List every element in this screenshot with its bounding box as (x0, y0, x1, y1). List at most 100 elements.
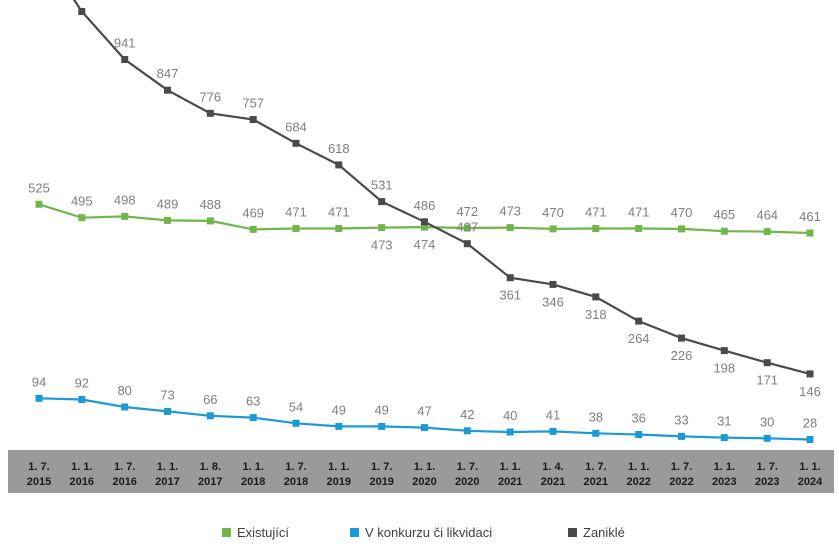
data-point (249, 414, 257, 422)
data-label: 346 (542, 294, 564, 309)
x-tick-label: 1. 7. (671, 461, 692, 473)
legend-label: Zaniklé (583, 525, 625, 540)
data-label: 49 (374, 402, 388, 417)
data-point (678, 225, 685, 233)
data-point (720, 227, 728, 235)
data-point (806, 229, 814, 237)
data-point (78, 214, 86, 222)
data-label: 471 (585, 205, 607, 220)
data-label: 471 (628, 205, 650, 220)
data-label: 146 (799, 384, 821, 399)
data-label: 757 (242, 96, 264, 111)
data-label: 38 (589, 409, 603, 424)
x-tick-label: 2020 (412, 476, 436, 488)
x-tick-label: 2015 (27, 476, 51, 488)
data-labels: 525 495 498 489 488 469 471 471 473 474 472 473 470 4… (28, 0, 821, 431)
data-point (292, 225, 300, 232)
data-point (806, 370, 814, 378)
x-tick-label: 1. 4. (542, 461, 563, 473)
x-tick-label: 2021 (584, 476, 608, 488)
data-point (549, 280, 557, 288)
x-tick-label: 1. 7. (285, 461, 306, 473)
data-label: 41 (546, 407, 560, 422)
x-tick-label: 2021 (541, 476, 565, 488)
data-point (549, 427, 557, 435)
data-point (806, 436, 814, 443)
data-label: 473 (499, 204, 521, 219)
legend: Existující V konkurzu či likvidaci Zaniklé (222, 525, 625, 540)
x-tick-label: 2019 (369, 476, 393, 488)
data-label: 684 (285, 119, 307, 134)
data-label: 472 (456, 204, 478, 219)
data-point (249, 116, 257, 123)
x-tick-label: 2018 (241, 476, 265, 488)
data-label: 495 (71, 194, 93, 209)
x-axis-tick-labels: 1. 7. 2015 1. 1. 2016 1. 7. 2016 1. 1. 2017 1. 8… (27, 461, 823, 488)
x-tick-label: 1. 7. (28, 461, 49, 473)
data-label: 40 (503, 408, 517, 423)
x-tick-label: 2016 (70, 476, 94, 488)
data-point (678, 334, 685, 342)
data-label: 525 (28, 180, 50, 195)
data-label: 469 (242, 205, 264, 220)
data-point (78, 396, 86, 403)
x-tick-label: 1. 7. (585, 461, 606, 473)
data-point (78, 8, 86, 15)
data-label: 31 (717, 414, 731, 429)
data-point (121, 212, 129, 220)
x-axis-band (8, 450, 834, 493)
x-tick-label: 1. 1. (242, 461, 263, 473)
data-label: 318 (585, 307, 607, 322)
data-label: 470 (542, 205, 564, 220)
data-point (592, 293, 600, 301)
data-point (549, 225, 557, 233)
data-label: 486 (414, 198, 436, 213)
x-tick-label: 1. 1. (714, 461, 735, 473)
data-label: 776 (199, 89, 221, 104)
data-label: 30 (760, 414, 774, 429)
data-point (463, 427, 471, 435)
data-point (463, 240, 471, 248)
x-tick-label: 2023 (712, 476, 736, 488)
data-label: 488 (199, 197, 221, 212)
data-label: 42 (460, 407, 474, 422)
data-label: 63 (246, 394, 260, 409)
series-markers (35, 8, 814, 443)
data-point (635, 225, 643, 232)
data-point (206, 109, 214, 117)
data-point (506, 428, 514, 436)
data-point (378, 422, 386, 430)
data-label: 54 (289, 399, 303, 414)
x-tick-label: 2020 (455, 476, 479, 488)
data-label: 473 (371, 238, 393, 253)
data-point (121, 403, 129, 411)
legend-label: V konkurzu či likvidaci (365, 525, 492, 540)
data-point (35, 200, 43, 208)
x-tick-label: 2018 (284, 476, 308, 488)
x-tick-label: 1. 1. (799, 461, 820, 473)
data-label: 80 (117, 383, 131, 398)
data-point (763, 228, 771, 236)
data-label: 474 (414, 237, 436, 252)
x-tick-label: 2016 (112, 476, 136, 488)
data-label: 1 088 (66, 0, 99, 3)
data-label: 66 (203, 392, 217, 407)
data-label: 618 (328, 141, 350, 156)
data-point (592, 429, 600, 437)
data-point (421, 223, 428, 231)
x-tick-label: 2024 (798, 476, 823, 488)
data-point (635, 317, 643, 325)
legend-swatch (222, 528, 231, 537)
data-point (678, 432, 685, 440)
data-point (421, 218, 428, 226)
x-tick-label: 1. 1. (628, 461, 649, 473)
data-label: 171 (756, 373, 778, 388)
data-point (292, 139, 300, 147)
x-tick-label: 1. 7. (457, 461, 478, 473)
data-point (720, 434, 728, 442)
x-tick-label: 1. 8. (200, 461, 221, 473)
x-tick-label: 1. 1. (414, 461, 435, 473)
data-point (206, 412, 214, 420)
